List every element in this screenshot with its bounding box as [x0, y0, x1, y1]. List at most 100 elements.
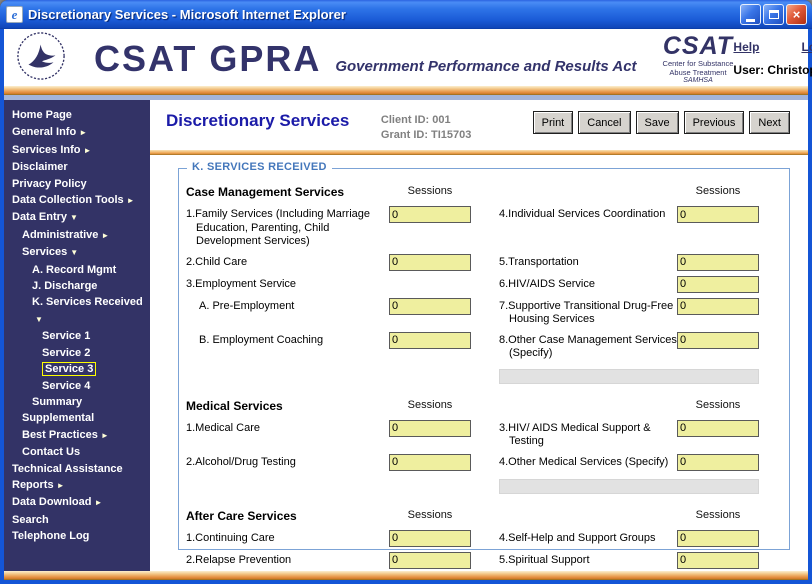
sessions-input[interactable] — [389, 419, 471, 437]
footer-orange-bar — [4, 571, 808, 580]
service-label: 1.Continuing Care — [186, 531, 275, 544]
save-button[interactable]: Save — [635, 111, 679, 134]
sidebar-item-privacy-policy[interactable]: Privacy Policy — [12, 177, 87, 190]
title-bar[interactable]: e Discretionary Services - Microsoft Int… — [0, 0, 812, 29]
sidebar-item-services[interactable]: Services ▼ — [22, 246, 79, 259]
hhs-eagle-logo-icon — [16, 31, 66, 86]
sidebar-item-data-download[interactable]: Data Download ► — [12, 496, 103, 509]
logout-link[interactable]: Logout — [801, 40, 812, 54]
sidebar-item-record-mgmt[interactable]: A. Record Mgmt — [32, 263, 117, 276]
sessions-column-header: Sessions — [695, 185, 741, 197]
next-button[interactable]: Next — [749, 111, 790, 134]
csat-logo-title: CSAT — [662, 31, 734, 60]
nav-arrow-icon: ► — [56, 480, 65, 490]
close-button[interactable]: × — [786, 4, 807, 25]
sidebar-item-search[interactable]: Search — [12, 513, 49, 526]
sessions-input[interactable] — [677, 453, 759, 471]
sidebar-item-services-info[interactable]: Services Info ► — [12, 143, 92, 156]
previous-button[interactable]: Previous — [683, 111, 745, 134]
service-label: 6.HIV/AIDS Service — [499, 277, 595, 290]
sidebar-item-administrative[interactable]: Administrative ► — [22, 228, 110, 241]
page-body: CSAT GPRA Government Performance and Res… — [4, 29, 812, 580]
specify-input — [499, 478, 759, 494]
services-received-fieldset: K. SERVICES RECEIVED Case Management Ser… — [178, 161, 790, 569]
sessions-input[interactable] — [677, 297, 759, 315]
help-link[interactable]: Help — [733, 40, 760, 54]
sessions-input[interactable] — [677, 419, 759, 437]
brand-title: CSAT GPRA — [94, 37, 322, 79]
cancel-button[interactable]: Cancel — [578, 111, 631, 134]
nav-arrow-icon: ▼ — [70, 248, 79, 258]
sidebar-item-contact-us[interactable]: Contact Us — [22, 446, 81, 459]
sessions-input[interactable] — [677, 206, 759, 223]
service-label: 2.Relapse Prevention — [186, 553, 292, 566]
sidebar-item-service-3[interactable]: Service 3 — [4, 361, 150, 377]
service-label: 5.Transportation — [499, 255, 579, 268]
client-id-label: Client ID: 001 — [380, 114, 451, 126]
section-after-care: After Care Services Sessions Sessions 1.… — [186, 509, 781, 572]
sessions-input[interactable] — [389, 297, 471, 315]
sidebar-item-disclaimer[interactable]: Disclaimer — [12, 161, 68, 174]
minimize-icon — [746, 18, 755, 22]
sidebar-item-general-info[interactable]: General Info ► — [12, 126, 88, 139]
sidebar-item-discharge[interactable]: J. Discharge — [32, 280, 98, 293]
sidebar-item-reports[interactable]: Reports ► — [12, 478, 65, 491]
internet-explorer-icon: e — [6, 6, 23, 23]
csat-logo-line1: Center for Substance — [662, 58, 734, 68]
service-label: 4.Other Medical Services (Specify) — [499, 455, 669, 468]
sidebar-item-service-4[interactable]: Service 4 — [42, 379, 91, 392]
record-ids: Client ID: 001 Grant ID: TI15703 — [381, 111, 533, 143]
sidebar-item-technical-assistance[interactable]: Technical Assistance — [12, 462, 123, 475]
content-orange-divider — [150, 150, 808, 155]
sidebar-item-best-practices[interactable]: Best Practices ► — [22, 428, 109, 441]
service-label: 4.Self-Help and Support Groups — [499, 531, 656, 544]
sessions-input[interactable] — [389, 551, 471, 569]
sidebar-item-data-entry[interactable]: Data Entry ▼ — [12, 211, 78, 224]
service-label: 1.Medical Care — [186, 421, 260, 434]
fieldset-legend: K. SERVICES RECEIVED — [187, 161, 332, 173]
nav-arrow-icon: ▼ — [70, 213, 78, 223]
minimize-button[interactable] — [740, 4, 761, 25]
maximize-button[interactable] — [763, 4, 784, 25]
header-orange-divider — [4, 86, 808, 95]
service-label: 3.HIV/ AIDS Medical Support & Testing — [499, 421, 651, 448]
sidebar-item-supplemental[interactable]: Supplemental — [22, 412, 95, 425]
nav-arrow-icon: ► — [100, 430, 109, 440]
sessions-input[interactable] — [389, 253, 471, 271]
sidebar-item-data-collection-tools[interactable]: Data Collection Tools ► — [12, 194, 135, 207]
sidebar-item-service-2[interactable]: Service 2 — [42, 346, 91, 359]
sessions-input[interactable] — [677, 253, 759, 271]
sessions-input[interactable] — [677, 551, 759, 569]
csat-logo: CSAT Center for Substance Abuse Treatmen… — [662, 31, 734, 84]
sessions-input[interactable] — [389, 529, 471, 547]
section-case-management: Case Management Services Sessions Sessio… — [186, 185, 781, 384]
sidebar-item-home-page[interactable]: Home Page — [12, 109, 72, 121]
sessions-input[interactable] — [677, 331, 759, 349]
main-content: Discretionary Services Client ID: 001 Gr… — [150, 100, 808, 571]
sidebar-item-summary[interactable]: Summary — [32, 395, 83, 408]
brand-block: CSAT GPRA Government Performance and Res… — [94, 37, 637, 79]
sessions-input[interactable] — [389, 206, 471, 223]
service-label: 3.Employment Service — [186, 277, 297, 290]
csat-logo-samhsa: SAMHSA — [683, 76, 713, 84]
sidebar-item-services-received-arrow[interactable]: ▼ — [4, 311, 150, 328]
service-label: 8.Other Case Management Services (Specif… — [499, 333, 677, 360]
sessions-input[interactable] — [389, 453, 471, 471]
specify-input — [499, 368, 759, 384]
sessions-input[interactable] — [677, 529, 759, 547]
section-title: Medical Services — [186, 398, 283, 413]
service-label: 1.Family Services (Including Marriage Ed… — [186, 208, 371, 247]
section-medical: Medical Services Sessions Sessions 1.Med… — [186, 399, 781, 494]
sidebar-item-service-1[interactable]: Service 1 — [42, 330, 91, 343]
section-title: Case Management Services — [186, 185, 345, 199]
sidebar-item-services-received[interactable]: K. Services Received — [32, 296, 143, 309]
service-label: 2.Child Care — [186, 255, 248, 268]
sessions-column-header: Sessions — [407, 398, 453, 411]
sidebar-item-telephone-log[interactable]: Telephone Log — [12, 530, 90, 543]
print-button[interactable]: Print — [532, 111, 574, 134]
service-label: A. Pre-Employment — [199, 299, 295, 312]
sessions-input[interactable] — [389, 331, 471, 349]
sessions-input[interactable] — [677, 275, 759, 293]
csat-logo-line2: Abuse Treatment — [669, 67, 727, 77]
